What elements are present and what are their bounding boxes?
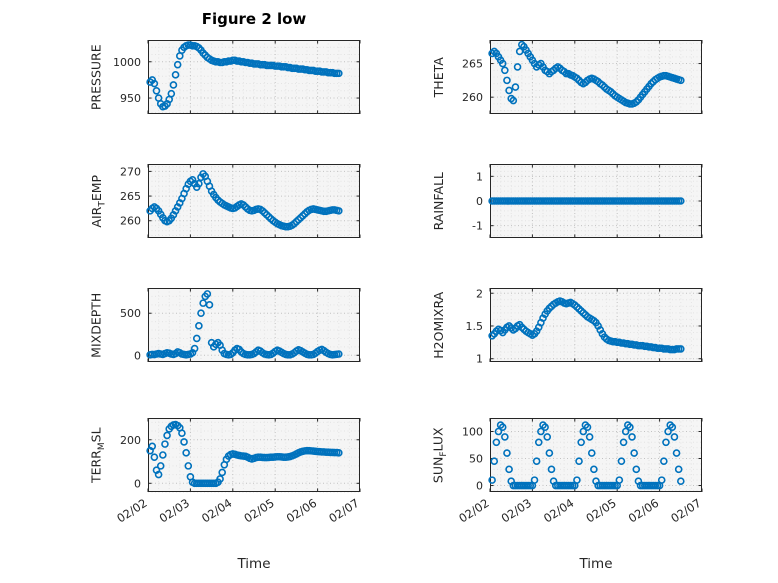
x-axis-label-time-right: Time xyxy=(579,556,613,572)
svg-text:02/06: 02/06 xyxy=(626,496,661,526)
svg-text:2: 2 xyxy=(476,287,483,300)
y-axis-label-terr-msl: TERRMSL xyxy=(88,427,108,483)
svg-text:02/07: 02/07 xyxy=(326,496,361,526)
svg-text:265: 265 xyxy=(120,190,141,203)
theta-plot: 260 265 xyxy=(462,40,703,114)
svg-text:02/04: 02/04 xyxy=(199,496,234,526)
y-axis-label-mixdepth: MIXDEPTH xyxy=(88,292,104,358)
svg-text:1.5: 1.5 xyxy=(466,320,484,333)
svg-text:260: 260 xyxy=(462,91,483,104)
rainfall-plot: -1 0 1 xyxy=(472,164,703,238)
svg-text:0: 0 xyxy=(476,480,483,493)
y-axis-label-theta: THETA xyxy=(430,56,446,98)
svg-text:1000: 1000 xyxy=(113,56,141,69)
figure-title: Figure 2 low xyxy=(201,10,307,28)
y-axis-label-h2omixra: H2OMIXRA xyxy=(430,291,446,359)
svg-text:1: 1 xyxy=(476,353,483,366)
svg-text:02/07: 02/07 xyxy=(668,496,703,526)
y-axis-label-pressure: PRESSURE xyxy=(88,44,104,110)
pressure-plot: 950 1000 xyxy=(113,40,361,114)
subplot-h2omixra: H2OMIXRA 1 1.5 2 xyxy=(431,287,703,366)
svg-text:270: 270 xyxy=(120,165,141,178)
svg-text:950: 950 xyxy=(120,92,141,105)
svg-text:200: 200 xyxy=(120,434,141,447)
subplot-rainfall: RAINFALL -1 0 1 xyxy=(431,164,703,238)
svg-text:50: 50 xyxy=(469,453,483,466)
x-axis-label-time-left: Time xyxy=(237,556,271,572)
subplot-sun-flux: SUNFLUX 0 50 100 02/02 02/03 02/04 02/05 02/06 0… xyxy=(431,418,704,572)
svg-text:0: 0 xyxy=(134,349,141,362)
svg-text:02/03: 02/03 xyxy=(157,496,192,526)
y-axis-label-air-temp: AIRTEMP xyxy=(88,174,108,228)
subplot-mixdepth: MIXDEPTH 0 500 xyxy=(89,288,361,362)
mixdepth-plot: 0 500 xyxy=(120,288,361,362)
y-axis-label-sun-flux: SUNFLUX xyxy=(430,427,450,483)
svg-text:100: 100 xyxy=(462,426,483,439)
subplot-theta: THETA 260 265 xyxy=(431,40,703,114)
svg-text:02/03: 02/03 xyxy=(499,496,534,526)
svg-text:02/02: 02/02 xyxy=(114,496,149,526)
svg-text:02/04: 02/04 xyxy=(541,496,576,526)
svg-text:02/02: 02/02 xyxy=(456,496,491,526)
svg-text:0: 0 xyxy=(476,195,483,208)
terr-msl-plot: 0 200 02/02 02/03 02/04 02/05 02/06 02/07 xyxy=(114,418,362,526)
svg-text:02/05: 02/05 xyxy=(241,496,276,526)
sun-flux-plot: 0 50 100 02/02 02/03 02/04 02/05 02/06 02/07 xyxy=(456,418,704,526)
svg-text:260: 260 xyxy=(120,215,141,228)
h2omixra-plot: 11.52 xyxy=(466,287,703,366)
svg-text:265: 265 xyxy=(462,58,483,71)
svg-text:0: 0 xyxy=(134,477,141,490)
svg-text:1: 1 xyxy=(476,170,483,183)
svg-text:02/05: 02/05 xyxy=(583,496,618,526)
air-temp-plot: 260 265 270 xyxy=(120,164,361,238)
subplot-pressure: PRESSURE 950 1000 xyxy=(89,40,361,114)
svg-text:-1: -1 xyxy=(472,220,483,233)
subplot-air-temp: AIRTEMP 260 265 270 xyxy=(89,164,361,238)
subplot-terr-msl: TERRMSL 0 200 02/02 02/03 02/04 02/05 02/06 02/… xyxy=(89,418,362,572)
svg-text:500: 500 xyxy=(120,307,141,320)
svg-text:02/06: 02/06 xyxy=(284,496,319,526)
y-axis-label-rainfall: RAINFALL xyxy=(430,171,446,231)
